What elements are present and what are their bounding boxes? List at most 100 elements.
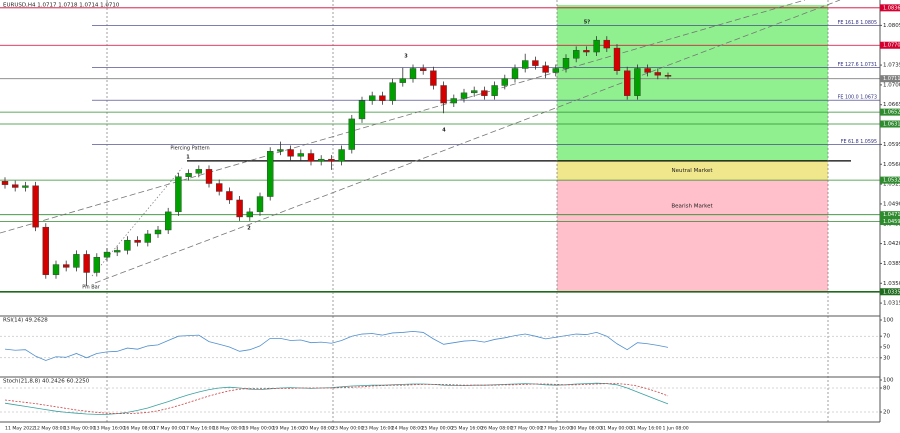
level-box <box>880 288 900 296</box>
grid <box>0 7 880 293</box>
candle-body <box>573 50 580 59</box>
level-label: 1.0652 <box>883 110 900 116</box>
x-tick-label: 18 May 08:00 <box>213 426 245 432</box>
level-label: 1.0335 <box>883 289 900 295</box>
candle-body <box>348 118 355 150</box>
x-tick-label: 26 May 08:00 <box>481 426 513 432</box>
candle-body <box>593 39 600 53</box>
x-tick-label: 19 May 16:00 <box>272 426 304 432</box>
candle-body <box>603 39 610 49</box>
y-tick-label: 1.0560 <box>883 162 900 168</box>
fe-label: FE 161.8 1.0805 <box>838 20 877 26</box>
candle-body <box>379 95 386 101</box>
candle-body <box>63 264 70 268</box>
x-tick-label: 13 May 00:00 <box>64 426 96 432</box>
level-box <box>880 4 900 12</box>
candle-body <box>430 70 437 86</box>
y-tick-label: 1.0665 <box>883 102 900 108</box>
y-tick-label: 1.0315 <box>883 301 900 307</box>
candle-body <box>511 68 519 79</box>
x-tick-label: 23 May 16:00 <box>362 426 394 432</box>
candle-body <box>307 153 315 162</box>
candle-body <box>267 151 274 197</box>
y-tick-label: 80 <box>883 386 890 392</box>
zone <box>557 160 828 181</box>
candle-body <box>460 92 468 99</box>
candle-body <box>634 68 641 96</box>
y-tick-label: 1.0805 <box>883 23 900 29</box>
candle-body <box>287 149 294 157</box>
x-tick-label: 31 May 16:00 <box>630 426 662 432</box>
candle-body <box>420 68 427 71</box>
candle-body <box>297 153 304 157</box>
x-tick-label: 27 May 00:00 <box>511 426 543 432</box>
candle-body <box>22 185 29 188</box>
y-tick-label: 1.0595 <box>883 142 900 148</box>
indicator-line <box>4 382 669 415</box>
candle-body <box>73 254 80 268</box>
candle-body <box>583 50 590 53</box>
candle-body <box>542 65 549 73</box>
fe-label: FE 127.6 1.0731 <box>838 62 877 68</box>
y-tick-label: 20 <box>883 410 890 416</box>
candle-body <box>664 75 672 77</box>
annotation: Piercing Pattern <box>170 146 209 152</box>
y-tick-label: 1.0700 <box>883 82 900 88</box>
rsi-title: RSI(14) 49.2628 <box>3 318 48 324</box>
level-box <box>880 41 900 49</box>
x-tick-label: 1 Jun 08:00 <box>662 426 688 432</box>
level-label: 1.0471 <box>883 212 900 218</box>
candle-body <box>246 211 254 218</box>
candle-body <box>103 251 111 258</box>
candle-body <box>226 191 233 201</box>
fe-label: FE 100.0 1.0673 <box>838 95 877 101</box>
candle-body <box>481 90 488 96</box>
x-tick-label: 27 May 16:00 <box>541 426 573 432</box>
zones: Neutral Market Bearish Market <box>557 5 828 292</box>
x-tick-label: 25 May 16:00 <box>451 426 483 432</box>
fe-label: FE 61.8 1.0595 <box>841 139 877 145</box>
annotation: Pin Bar <box>82 285 101 291</box>
annotation: 1 <box>186 155 190 161</box>
candle-body <box>624 70 631 96</box>
y-tick-label: 1.0350 <box>883 281 900 287</box>
x-tick-label: 19 May 00:00 <box>243 426 275 432</box>
candle-body <box>501 78 508 86</box>
x-tick-label: 23 May 00:00 <box>332 426 364 432</box>
y-tick-label: 70 <box>883 334 890 340</box>
x-tick-label: 11 May 2022 <box>5 426 35 432</box>
candle-body <box>389 82 396 101</box>
chart-title: EURUSD,H4 1.0717 1.0718 1.0714 1.0710 <box>3 3 120 9</box>
level-label: 1.0711 <box>883 76 900 82</box>
level-box <box>880 211 900 219</box>
candle-body <box>562 58 570 69</box>
candle-body <box>205 169 213 184</box>
y-tick-label: 50 <box>883 345 890 351</box>
candle-body <box>215 183 223 192</box>
level-label: 1.0459 <box>883 219 900 225</box>
x-tick-label: 13 May 16:00 <box>94 426 126 432</box>
zone-label: Neutral Market <box>672 168 714 174</box>
annotation: 5? <box>584 20 590 26</box>
candle-body <box>256 196 264 213</box>
candle-body <box>471 90 478 94</box>
pattern-line <box>91 167 183 277</box>
level-box <box>880 217 900 225</box>
candle-body <box>164 211 172 231</box>
candle-body <box>491 85 498 96</box>
level-label: 1.0532 <box>883 178 900 184</box>
x-tick-label: 17 May 00:00 <box>153 426 185 432</box>
level-label: 1.0836 <box>883 5 900 11</box>
level-box <box>880 75 900 83</box>
x-tick-label: 25 May 00:00 <box>421 426 453 432</box>
y-tick-label: 1.0490 <box>883 201 900 207</box>
x-tick-label: 24 May 08:00 <box>392 426 424 432</box>
zone-label: Bearish Market <box>671 204 713 210</box>
y-tick-label: 1.0420 <box>883 241 900 247</box>
candle-body <box>532 60 539 66</box>
y-tick-label: 1.0525 <box>883 182 900 188</box>
candle-body <box>236 199 243 218</box>
x-tick-label: 12 May 08:00 <box>34 426 66 432</box>
indicator-line <box>4 383 669 414</box>
